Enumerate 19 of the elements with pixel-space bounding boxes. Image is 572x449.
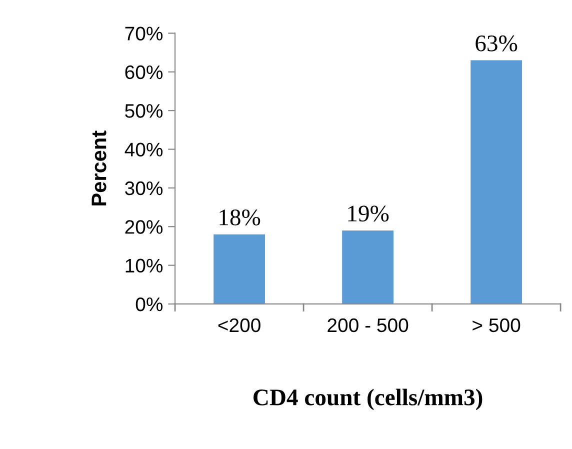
- bar: [342, 230, 394, 304]
- x-axis-title: CD4 count (cells/mm3): [254, 388, 482, 410]
- y-tick-label: 40%: [124, 142, 163, 156]
- y-tick-label: 60%: [125, 65, 163, 80]
- y-axis-title: Percent: [92, 130, 106, 206]
- data-label: 19%: [348, 206, 389, 222]
- bar: [470, 60, 522, 304]
- y-tick-label: 50%: [125, 104, 163, 118]
- y-tick-label: 0%: [136, 297, 163, 312]
- y-tick-label: 20%: [125, 220, 163, 234]
- y-tick-label: 10%: [126, 258, 163, 273]
- data-label: 18%: [220, 209, 260, 226]
- bar: [214, 234, 265, 304]
- y-tick-label: 70%: [125, 26, 163, 40]
- x-tick-label: <200: [218, 318, 260, 332]
- data-label: 63%: [476, 35, 518, 52]
- x-tick-label: > 500: [472, 318, 520, 332]
- x-tick-label: 200 - 500: [328, 318, 408, 332]
- y-tick-label: 30%: [125, 181, 163, 196]
